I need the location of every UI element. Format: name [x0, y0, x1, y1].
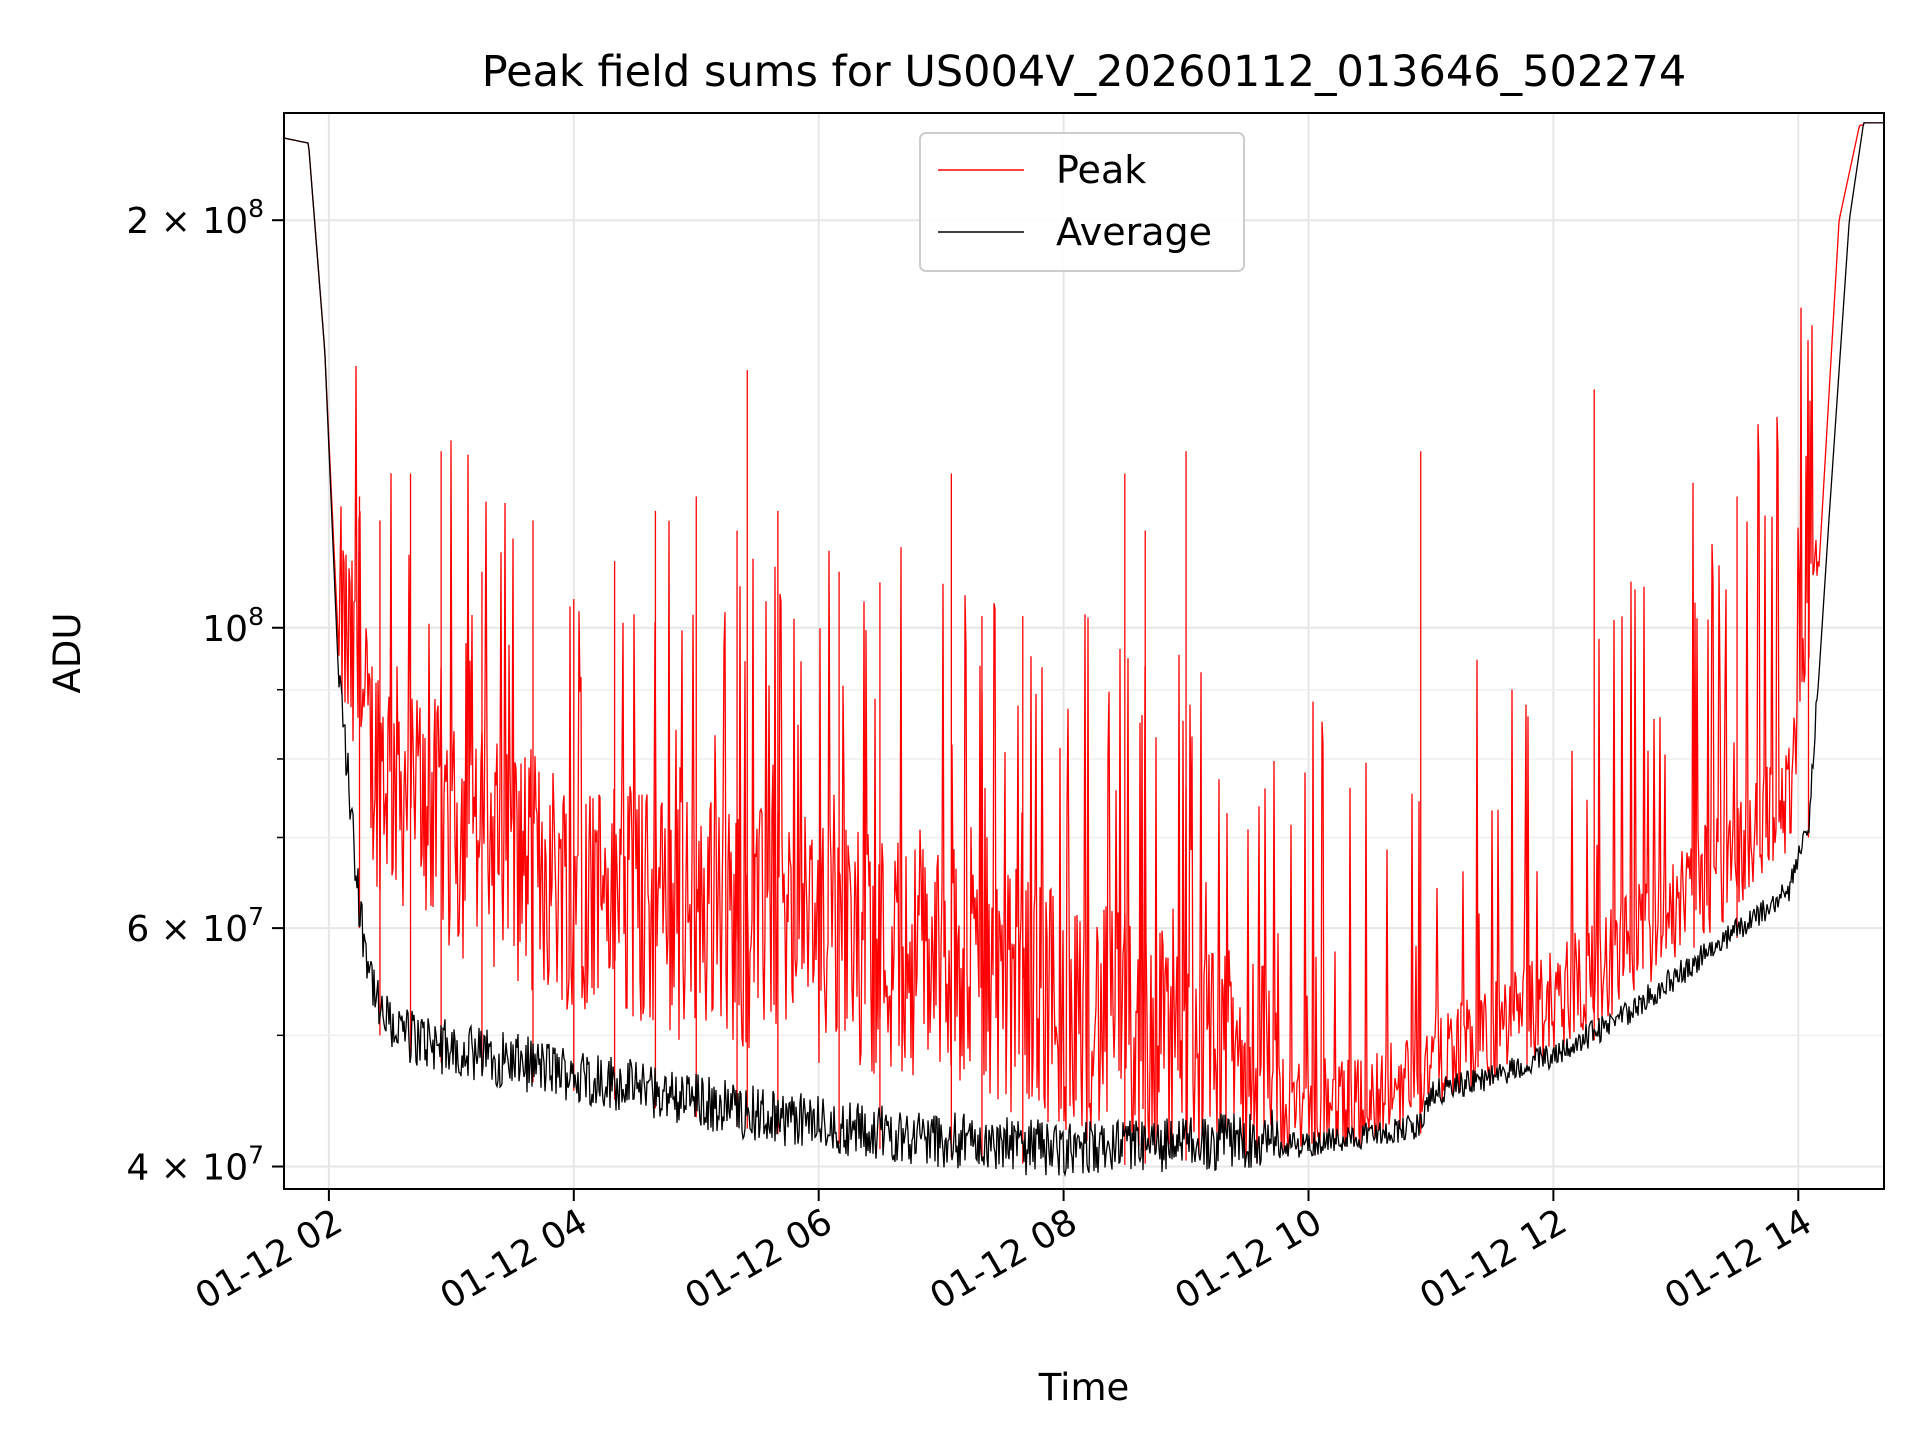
- y-tick-label: 6 × 107: [126, 902, 264, 950]
- y-tick-label: 108: [202, 602, 264, 650]
- y-tick-base: 2 × 10: [126, 201, 248, 242]
- legend-label-average: Average: [1056, 210, 1212, 254]
- y-tick-label: 4 × 107: [126, 1141, 264, 1189]
- y-tick-exponent: 7: [248, 1141, 264, 1170]
- y-tick-exponent: 8: [248, 602, 264, 631]
- series-peak-line: [284, 122, 1884, 1166]
- legend-label-peak: Peak: [1056, 148, 1146, 192]
- y-tick-base: 6 × 10: [126, 909, 248, 950]
- peak-line-path: [284, 122, 1884, 1164]
- y-tick-exponent: 8: [248, 194, 264, 223]
- plot-frame: [283, 112, 1885, 1190]
- y-tick-exponent: 7: [248, 902, 264, 931]
- y-tick-base: 4 × 10: [126, 1148, 248, 1189]
- legend-box: [919, 132, 1245, 272]
- series-average-line: [284, 122, 1884, 1178]
- y-tick-label: 2 × 108: [126, 194, 264, 242]
- x-axis-label: Time: [1038, 1366, 1130, 1409]
- y-axis-label: ADU: [46, 613, 89, 694]
- average-line-path: [284, 122, 1884, 1178]
- legend: Peak Average: [919, 132, 1245, 272]
- y-tick-base: 10: [202, 609, 248, 650]
- chart-title: Peak field sums for US004V_20260112_0136…: [482, 47, 1687, 97]
